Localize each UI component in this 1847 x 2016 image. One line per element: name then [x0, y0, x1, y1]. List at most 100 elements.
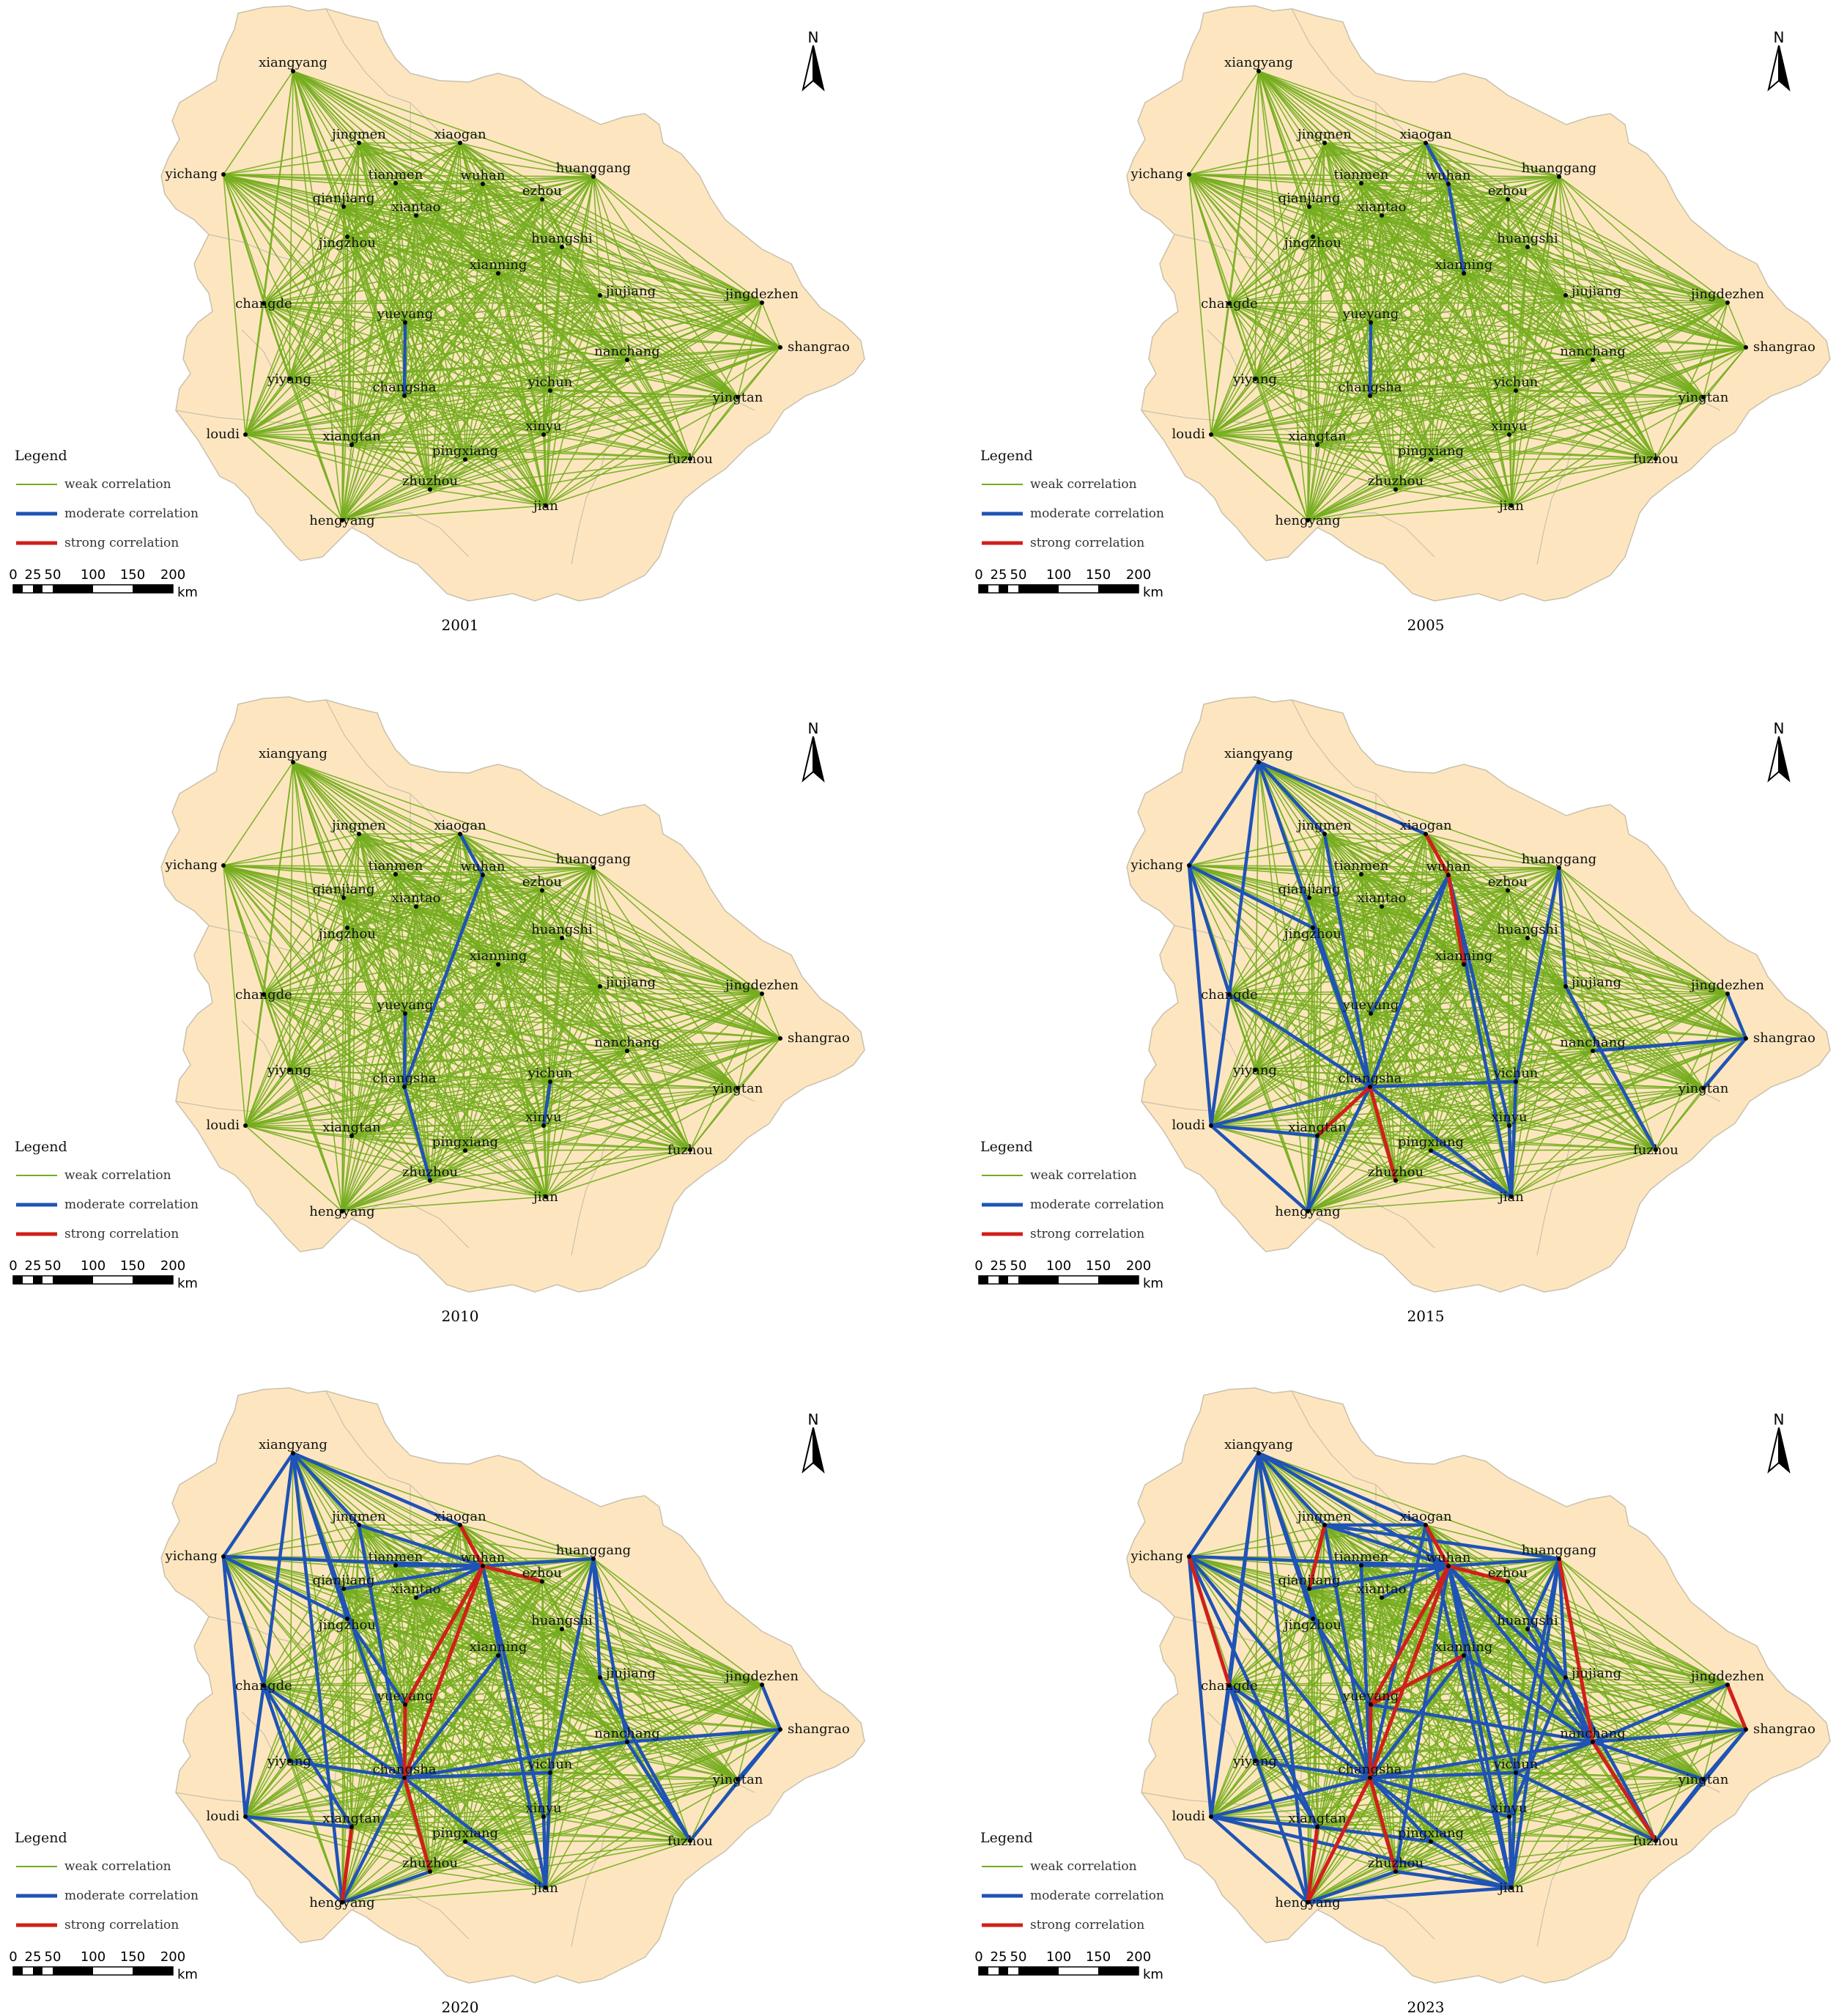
weak-edge-fuzhou-zhuzhou: [1395, 458, 1657, 490]
weak-edge-jingzhou-loudi: [245, 927, 348, 1126]
weak-edge-huanggang-loudi: [1210, 867, 1560, 1126]
weak-edge-xiaogan-jingdezhen: [1425, 833, 1728, 994]
weak-edge-wuhan-xiantao: [415, 874, 484, 907]
weak-edge-tianmen-yiyang: [1254, 1565, 1362, 1762]
city-dot-loudi: [243, 1814, 248, 1819]
weak-edge-yueyang-yingtan: [404, 322, 739, 398]
weak-edge-jian-hengyang: [1307, 1196, 1512, 1212]
weak-edge-pingxiang-fuzhou: [464, 1840, 691, 1842]
weak-edge-xiangyang-yiyang: [1254, 1452, 1259, 1762]
moderate-edge-wuhan-xinyu: [481, 1564, 546, 1819]
weak-edge-jiujiang-yichun: [549, 986, 601, 1082]
weak-edge-huanggang-shangrao: [593, 176, 781, 348]
scale-bar-segment: [999, 1967, 1008, 1975]
weak-edge-loudi-zhuzhou: [245, 1125, 431, 1181]
weak-edge-xiaogan-shangrao: [459, 142, 781, 348]
weak-edge-xiantao-jian: [415, 215, 547, 506]
city-label-huanggang: huanggang: [1522, 1543, 1596, 1558]
legend-title: Legend: [980, 448, 1033, 464]
weak-edge-jingmen-changde: [263, 142, 360, 304]
weak-edge-jingmen-jian: [358, 833, 547, 1197]
weak-edge-jiujiang-changde: [263, 986, 601, 995]
moderate-edge-xiangyang-changde: [1227, 760, 1261, 997]
city-dot-yingtan: [736, 1086, 740, 1090]
weak-edge-jingzhou-hengyang: [341, 1618, 348, 1903]
weak-edge-xiantao-huangshi: [1381, 215, 1528, 248]
city-dot-shangrao: [1744, 1727, 1748, 1732]
province-boundary: [410, 102, 645, 265]
city-dot-pingxiang: [463, 457, 467, 462]
scale-tick-25: 25: [991, 567, 1007, 583]
weak-edge-jingzhou-huangshi: [1312, 236, 1528, 248]
city-label-shangrao: shangrao: [1753, 339, 1815, 355]
weak-edge-xiantao-changde: [263, 215, 417, 304]
weak-edge-jiujiang-zhuzhou: [1395, 295, 1566, 490]
weak-edge-ezhou-huangshi: [1507, 199, 1528, 248]
weak-edge-yueyang-yingtan: [1370, 1704, 1704, 1780]
weak-edge-yueyang-yiyang: [1254, 1704, 1372, 1762]
weak-edge-jiujiang-changde: [1229, 295, 1566, 304]
city-label-jingzhou: jingzhou: [317, 926, 376, 942]
city-label-huangshi: huangshi: [531, 922, 593, 937]
city-label-hengyang: hengyang: [309, 513, 374, 528]
city-dot-nanchang: [1591, 358, 1595, 362]
moderate-edge-yichun-fuzhou: [1514, 1771, 1658, 1843]
city-label-huanggang: huanggang: [556, 852, 631, 867]
weak-edge-changsha-xiangtan: [1317, 395, 1371, 446]
weak-edge-xiantao-jiujiang: [1381, 906, 1566, 987]
city-dot-pingxiang: [1429, 457, 1433, 462]
weak-edge-jingdezhen-shangrao: [1727, 302, 1747, 348]
weak-edge-jian-hengyang: [341, 1196, 547, 1212]
city-label-huangshi: huangshi: [531, 1613, 593, 1628]
city-label-hengyang: hengyang: [1275, 513, 1340, 528]
province-boundary: [325, 699, 411, 794]
city-dot-wuhan: [1446, 1564, 1451, 1568]
weak-edge-jiujiang-yiyang: [1254, 986, 1566, 1071]
weak-edge-jingmen-yichang: [1188, 1524, 1325, 1557]
city-dot-fuzhou: [688, 1148, 692, 1152]
scale-tick-0: 0: [9, 567, 17, 583]
city-label-zhuzhou: zhuzhou: [402, 1164, 458, 1180]
weak-edge-ezhou-xiangtan: [351, 199, 543, 446]
scale-tick-0: 0: [9, 1258, 17, 1274]
weak-edge-jingmen-yichang: [223, 142, 360, 175]
weak-edge-xianning-changsha: [404, 964, 499, 1088]
moderate-edge-nanchang-shangrao: [1591, 1727, 1748, 1744]
weak-edge-nanchang-yichun: [1515, 1050, 1594, 1082]
weak-edge-xiangyang-xiaogan: [292, 70, 461, 144]
weak-edge-yueyang-hengyang: [341, 1013, 406, 1212]
weak-edge-xianning-changsha: [1369, 273, 1465, 396]
weak-edge-xiantao-jian: [415, 906, 547, 1197]
city-dot-xinyu: [1507, 432, 1511, 437]
weak-edge-fuzhou-jian: [1511, 1149, 1657, 1197]
weak-edge-yueyang-yiyang: [289, 1704, 406, 1762]
city-label-xiaogan: xiaogan: [434, 1509, 486, 1524]
weak-edge-jiujiang-pingxiang: [1430, 1677, 1566, 1842]
strong-edge-nanchang-fuzhou: [1591, 1740, 1658, 1843]
weak-edge-xianning-changde: [1229, 964, 1465, 995]
weak-edge-xinyu-pingxiang: [464, 1125, 544, 1151]
moderate-edge-loudi-changsha: [1209, 1776, 1372, 1819]
weak-edge-changde-zhuzhou: [263, 1685, 431, 1872]
city-label-yiyang: yiyang: [267, 372, 311, 387]
weak-edge-tianmen-qianjiang: [1309, 182, 1362, 207]
weak-edge-changde-yichun: [263, 303, 551, 391]
scale-unit: km: [177, 1276, 198, 1291]
weak-edge-xinyu-pingxiang: [1430, 1125, 1510, 1151]
city-dot-huangshi: [560, 245, 564, 249]
weak-edge-yiyang-loudi: [1210, 1069, 1256, 1126]
weak-edge-shangrao-changsha: [404, 1729, 781, 1779]
weak-edge-jiujiang-loudi: [245, 1677, 601, 1817]
scale-tick-50: 50: [1010, 567, 1027, 583]
weak-edge-fuzhou-jian: [545, 1840, 691, 1888]
weak-edge-nanchang-changsha: [1369, 1050, 1594, 1088]
weak-edge-pingxiang-zhuzhou: [429, 1150, 466, 1181]
moderate-edge-xiangyang-yichang: [221, 1451, 295, 1559]
weak-edge-yingtan-fuzhou: [689, 396, 739, 459]
weak-edge-jingzhou-jingdezhen: [1312, 236, 1728, 303]
city-dot-xiaogan: [458, 141, 462, 145]
strong-edge-xiaogan-wuhan: [1424, 832, 1451, 877]
